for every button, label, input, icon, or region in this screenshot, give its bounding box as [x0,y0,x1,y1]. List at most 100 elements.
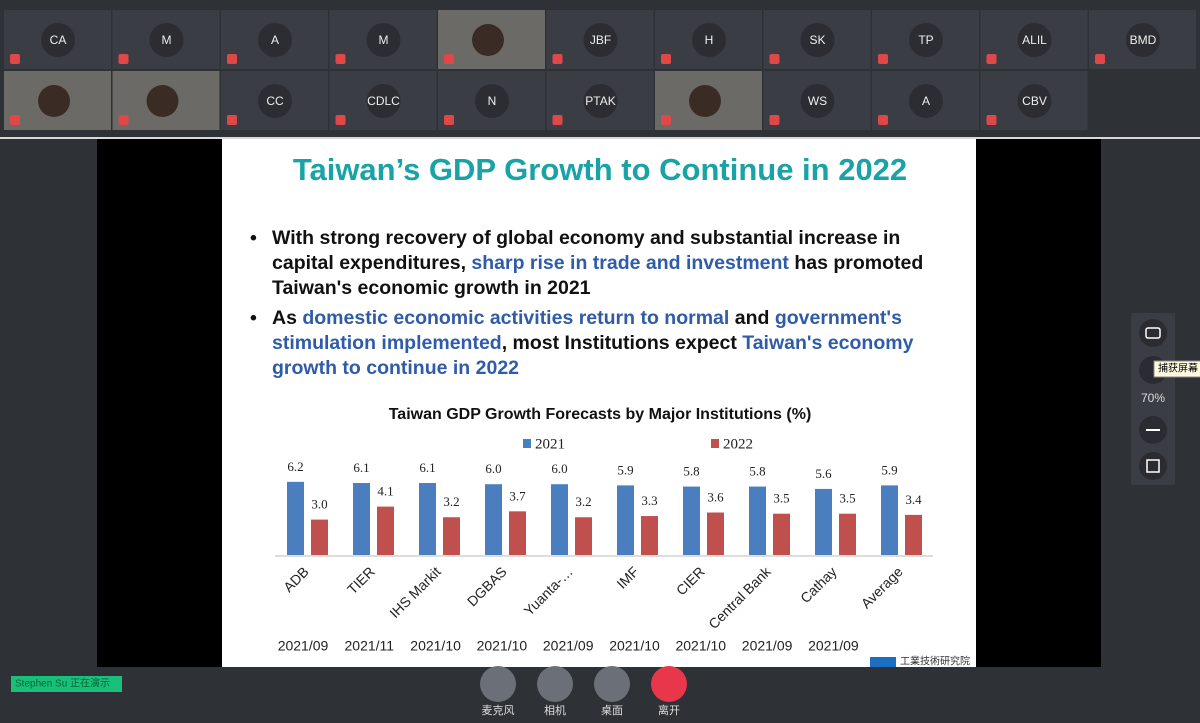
data-label: 5.6 [815,466,832,481]
mic-status [661,54,671,64]
bar [287,481,304,555]
bullet-segment: government's stimulation implemented [272,307,902,354]
avatar [583,23,618,57]
avatar [366,84,401,118]
bar [683,486,700,555]
avatar [583,84,618,118]
control-button[interactable] [651,666,687,702]
participant-name: CA [50,33,67,47]
data-label: 4.1 [377,484,393,499]
popout-icon [1146,459,1160,473]
control-button[interactable] [537,666,573,702]
camera-icon [1145,327,1161,339]
avatar [800,23,835,57]
bullet-segment: sharp rise in trade and investment [471,252,789,274]
control-label: 离开 [658,703,680,717]
bar [443,517,460,555]
mic-status [769,54,780,64]
slide [222,139,976,667]
bar [707,512,724,555]
date-label: 2021/10 [675,638,726,654]
data-label: 3.4 [905,492,922,507]
mic-status [661,115,671,125]
data-label: 5.8 [683,464,699,479]
participant-name: TP [918,33,933,47]
bullet-segment: With strong recovery of global economy a… [272,227,901,274]
control-label: 麦克风 [482,704,515,717]
data-label: 5.9 [881,462,897,477]
avatar [475,84,509,118]
screenshot-button[interactable] [1139,319,1167,347]
slide-title: Taiwan’s GDP Growth to Continue in 2022 [293,152,907,187]
control-button[interactable] [480,666,516,702]
control-button[interactable] [594,666,630,702]
avatar [1017,84,1052,118]
bullet-segment: domestic economic activities return to n… [302,307,730,329]
avatar [258,23,292,57]
video-person [472,24,504,56]
data-label: 6.1 [419,460,435,475]
bullet-segment: has promoted Taiwan's economic growth in… [272,252,924,299]
participant-name: ALIL [1022,33,1047,47]
status-text: Stephen Su 正在演示 [15,677,110,690]
popout-button[interactable] [1139,452,1167,480]
bar [353,483,370,555]
participant-name: SK [809,33,825,47]
mic-status [10,115,20,125]
bar [749,486,766,555]
mic-status [552,115,563,125]
video-person [38,85,70,117]
bar [905,514,922,555]
mic-status [10,54,20,64]
avatar [909,23,943,57]
separator [0,137,1200,139]
bar [551,484,568,555]
legend-swatch [711,439,719,448]
data-label: 3.6 [707,490,724,505]
bar [485,484,502,555]
participant-name: CDLC [367,94,400,108]
bar [881,485,898,555]
mic-status [986,54,997,64]
mic-status [878,54,888,64]
mic-status [552,54,563,64]
avatar [41,23,75,57]
bullet-segment: Taiwan's economy growth to continue in 2… [272,332,914,379]
bar [509,511,526,555]
participant-name: PTAK [585,94,615,108]
tooltip-text: 捕获屏幕 [1158,362,1198,375]
bar [377,506,394,555]
participant-name: CC [266,94,284,108]
mic-status [878,115,888,125]
bullet-segment: and [729,307,775,329]
chart-title: Taiwan GDP Growth Forecasts by Major Ins… [389,406,812,423]
bullet: • As domestic economic activities return … [250,307,914,379]
mic-status [444,54,454,64]
participant-name: A [922,94,930,108]
mic-status [444,115,454,125]
bar [419,483,436,555]
date-label: 2021/11 [345,638,395,654]
avatar [366,23,401,57]
data-label: 3.5 [773,491,789,506]
mic-status [118,115,129,125]
control-label: 桌面 [601,704,623,717]
participant-name: WS [808,94,827,108]
data-label: 6.0 [551,461,567,476]
bar [617,485,634,555]
data-label: 6.0 [485,461,501,476]
legend-label: 2021 [535,436,565,452]
bullet-segment: , most Institutions expect [501,332,743,354]
logo: 工業技術研究院 [900,655,970,668]
data-label: 6.2 [287,459,303,474]
logo-icon [870,657,896,667]
date-label: 2021/10 [410,638,461,654]
mic-status [227,54,237,64]
date-label: 2021/10 [609,638,660,654]
avatar [800,84,835,118]
video-person [689,85,721,117]
date-label: 2021/09 [808,638,859,654]
participant-name: M [379,33,389,47]
tooltip [1153,360,1200,378]
